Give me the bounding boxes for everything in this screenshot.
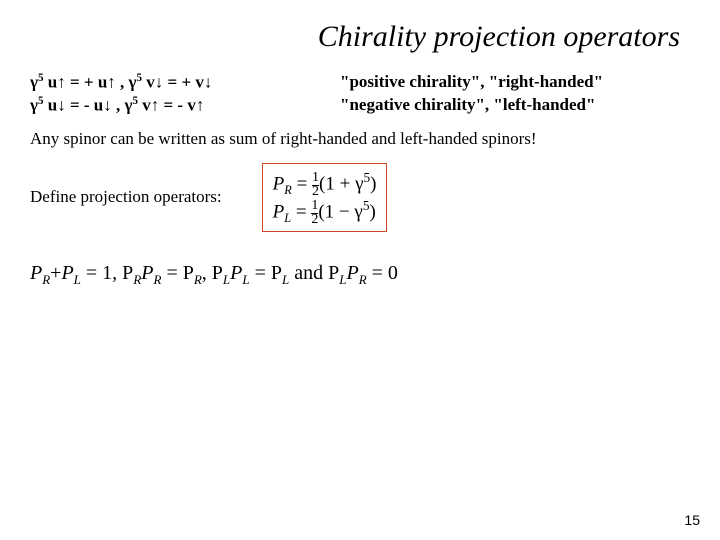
eq1b: v↓ = + v↓: [142, 73, 212, 92]
formula-pl: PL = 12(1 − γ5): [273, 198, 377, 226]
gamma: γ: [30, 73, 38, 92]
definition-row: Define projection operators: PR = 12(1 +…: [30, 163, 690, 231]
fL-body: (1 − γ: [318, 202, 362, 223]
projection-formula-box: PR = 12(1 + γ5) PL = 12(1 − γ5): [262, 163, 388, 231]
p7l: L: [242, 272, 249, 287]
equation-1: γ5 u↑ = + u↑ , γ5 v↓ = + v↓: [30, 72, 280, 93]
plus: +: [50, 262, 61, 284]
comma: , P: [202, 262, 223, 284]
p2l: L: [74, 272, 81, 287]
p1: P: [30, 262, 42, 284]
p7: P: [230, 262, 242, 284]
gamma2: γ: [30, 95, 38, 114]
p2: P: [61, 262, 73, 284]
fR-body: (1 + γ: [319, 174, 363, 195]
slide-title: Chirality projection operators: [30, 20, 690, 54]
fL-close: ): [369, 202, 375, 223]
eqpr: = P: [161, 262, 193, 284]
fR-close: ): [370, 174, 376, 195]
p10r: R: [359, 272, 367, 287]
p1r: R: [42, 272, 50, 287]
page-number: 15: [684, 512, 700, 528]
eq1a: u↑ = + u↑ , γ: [43, 73, 136, 92]
eq0: = 0: [367, 262, 398, 284]
desc-negative: "negative chirality", "left-handed": [340, 95, 595, 115]
fR-eq: =: [292, 174, 312, 195]
formula-pr: PR = 12(1 + γ5): [273, 170, 377, 198]
p4: P: [141, 262, 153, 284]
fL-eq: =: [291, 202, 311, 223]
equation-2: γ5 u↓ = - u↓ , γ5 v↑ = - v↑: [30, 95, 280, 116]
eq2b: v↑ = - v↑: [138, 95, 204, 114]
half-d1: 2: [312, 185, 319, 199]
body-define: Define projection operators:: [30, 187, 222, 207]
properties-line: PR+PL = 1, PRPR = PR, PLPL = PL and PLPR…: [30, 262, 690, 288]
equation-row-2: γ5 u↓ = - u↓ , γ5 v↑ = - v↑ "negative ch…: [30, 95, 690, 116]
eq2a: u↓ = - u↓ , γ: [43, 95, 132, 114]
eq1text: = 1, P: [81, 262, 133, 284]
p5r: R: [194, 272, 202, 287]
body-spinor: Any spinor can be written as sum of righ…: [30, 129, 690, 149]
half-n1: 1: [312, 170, 319, 185]
equation-row-1: γ5 u↑ = + u↑ , γ5 v↓ = + v↓ "positive ch…: [30, 72, 690, 93]
fR-sub: R: [284, 183, 292, 197]
desc-positive: "positive chirality", "right-handed": [340, 72, 603, 92]
and: and P: [289, 262, 339, 284]
eqpl: = P: [250, 262, 282, 284]
fL-P: P: [273, 202, 285, 223]
p10: P: [346, 262, 358, 284]
fR-P: P: [273, 174, 285, 195]
